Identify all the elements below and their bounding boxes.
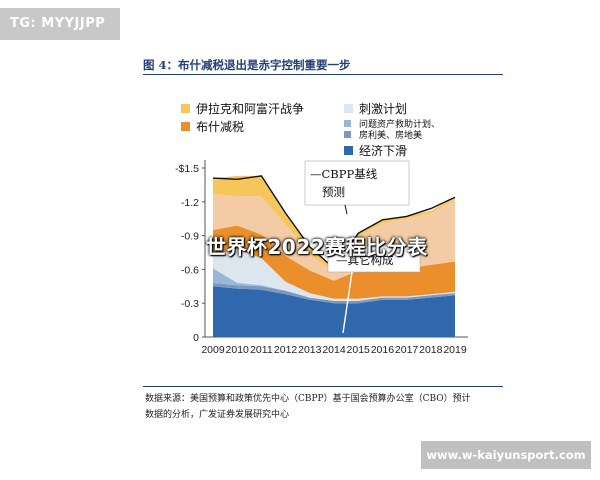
y-tick-label-4: -1.2 [181,197,199,209]
callout-other-label: —其它构成 [336,253,394,267]
x-tick-label-4: 2013 [298,344,322,356]
x-tick-label-9: 2018 [419,344,443,356]
legend-label-right-3: 经济下滑 [359,143,407,158]
area-series-4 [213,225,455,299]
y-tick-label-2: -0.6 [181,264,199,276]
legend-label-right-0: 刺激计划 [359,102,407,116]
area-series-3 [213,249,455,301]
source-note: 数据来源：美国预算和政策优先中心（CBPP）基于国会预算办公室（CBO）预计 数… [145,391,505,423]
callout-cbpp-label-1: —CBPP基线 [310,167,378,181]
callout-cbpp-label-2: 预测 [322,185,345,199]
x-tick-label-10: 2019 [443,344,467,356]
legend-swatch-right-2 [344,131,351,138]
channel-tag: TG: MYYJJPP [0,8,120,40]
area-series-0 [213,286,455,337]
legend-swatch-left-1 [181,122,190,131]
area-series-1 [213,282,455,304]
site-watermark: www.w-kaiyunsport.com [421,441,591,469]
overlay-watermark: 世界杯2022赛程比分表 [206,235,428,259]
callout-other-pointer [342,271,353,334]
legend-label-left-1: 布什减税 [196,120,244,134]
source-line-1: 数据来源：美国预算和政策优先中心（CBPP）基于国会预算办公室（CBO）预计 [145,394,471,404]
legend-label-right-1: 问题资产救助计划、 [359,118,440,130]
x-tick-label-3: 2012 [274,344,298,356]
source-line-2: 数据的分析，广发证券发展研究中心 [145,410,290,420]
callout-cbpp-box [304,160,410,206]
legend-swatch-right-0 [344,104,353,113]
chart-title: 图 4：布什减税退出是赤字控制重要一步 [143,58,351,72]
x-tick-label-8: 2017 [395,344,419,356]
area-series-6 [213,175,455,273]
legend-label-left-0: 伊拉克和阿富汗战争 [196,101,304,116]
callout-cbpp-pointer [344,204,348,215]
source-rule [143,386,503,387]
legend-swatch-left-0 [181,104,190,113]
x-tick-label-6: 2015 [347,344,371,356]
x-tick-label-1: 2010 [226,344,250,356]
y-tick-label-3: -0.9 [181,231,199,243]
x-tick-label-5: 2014 [322,344,346,356]
legend-label-right-2: 房利美、房地美 [359,129,422,141]
y-tick-label-0: 0 [193,332,199,344]
legend-swatch-right-3 [344,146,353,155]
y-tick-label-5: -$1.5 [175,163,199,175]
x-tick-label-7: 2016 [371,344,395,356]
callout-other-box [327,245,421,273]
y-tick-label-1: -0.3 [181,298,199,310]
x-tick-label-2: 2011 [250,344,273,356]
title-rule [143,74,503,75]
x-tick-label-0: 2009 [201,344,225,356]
legend-swatch-right-1 [344,120,351,127]
